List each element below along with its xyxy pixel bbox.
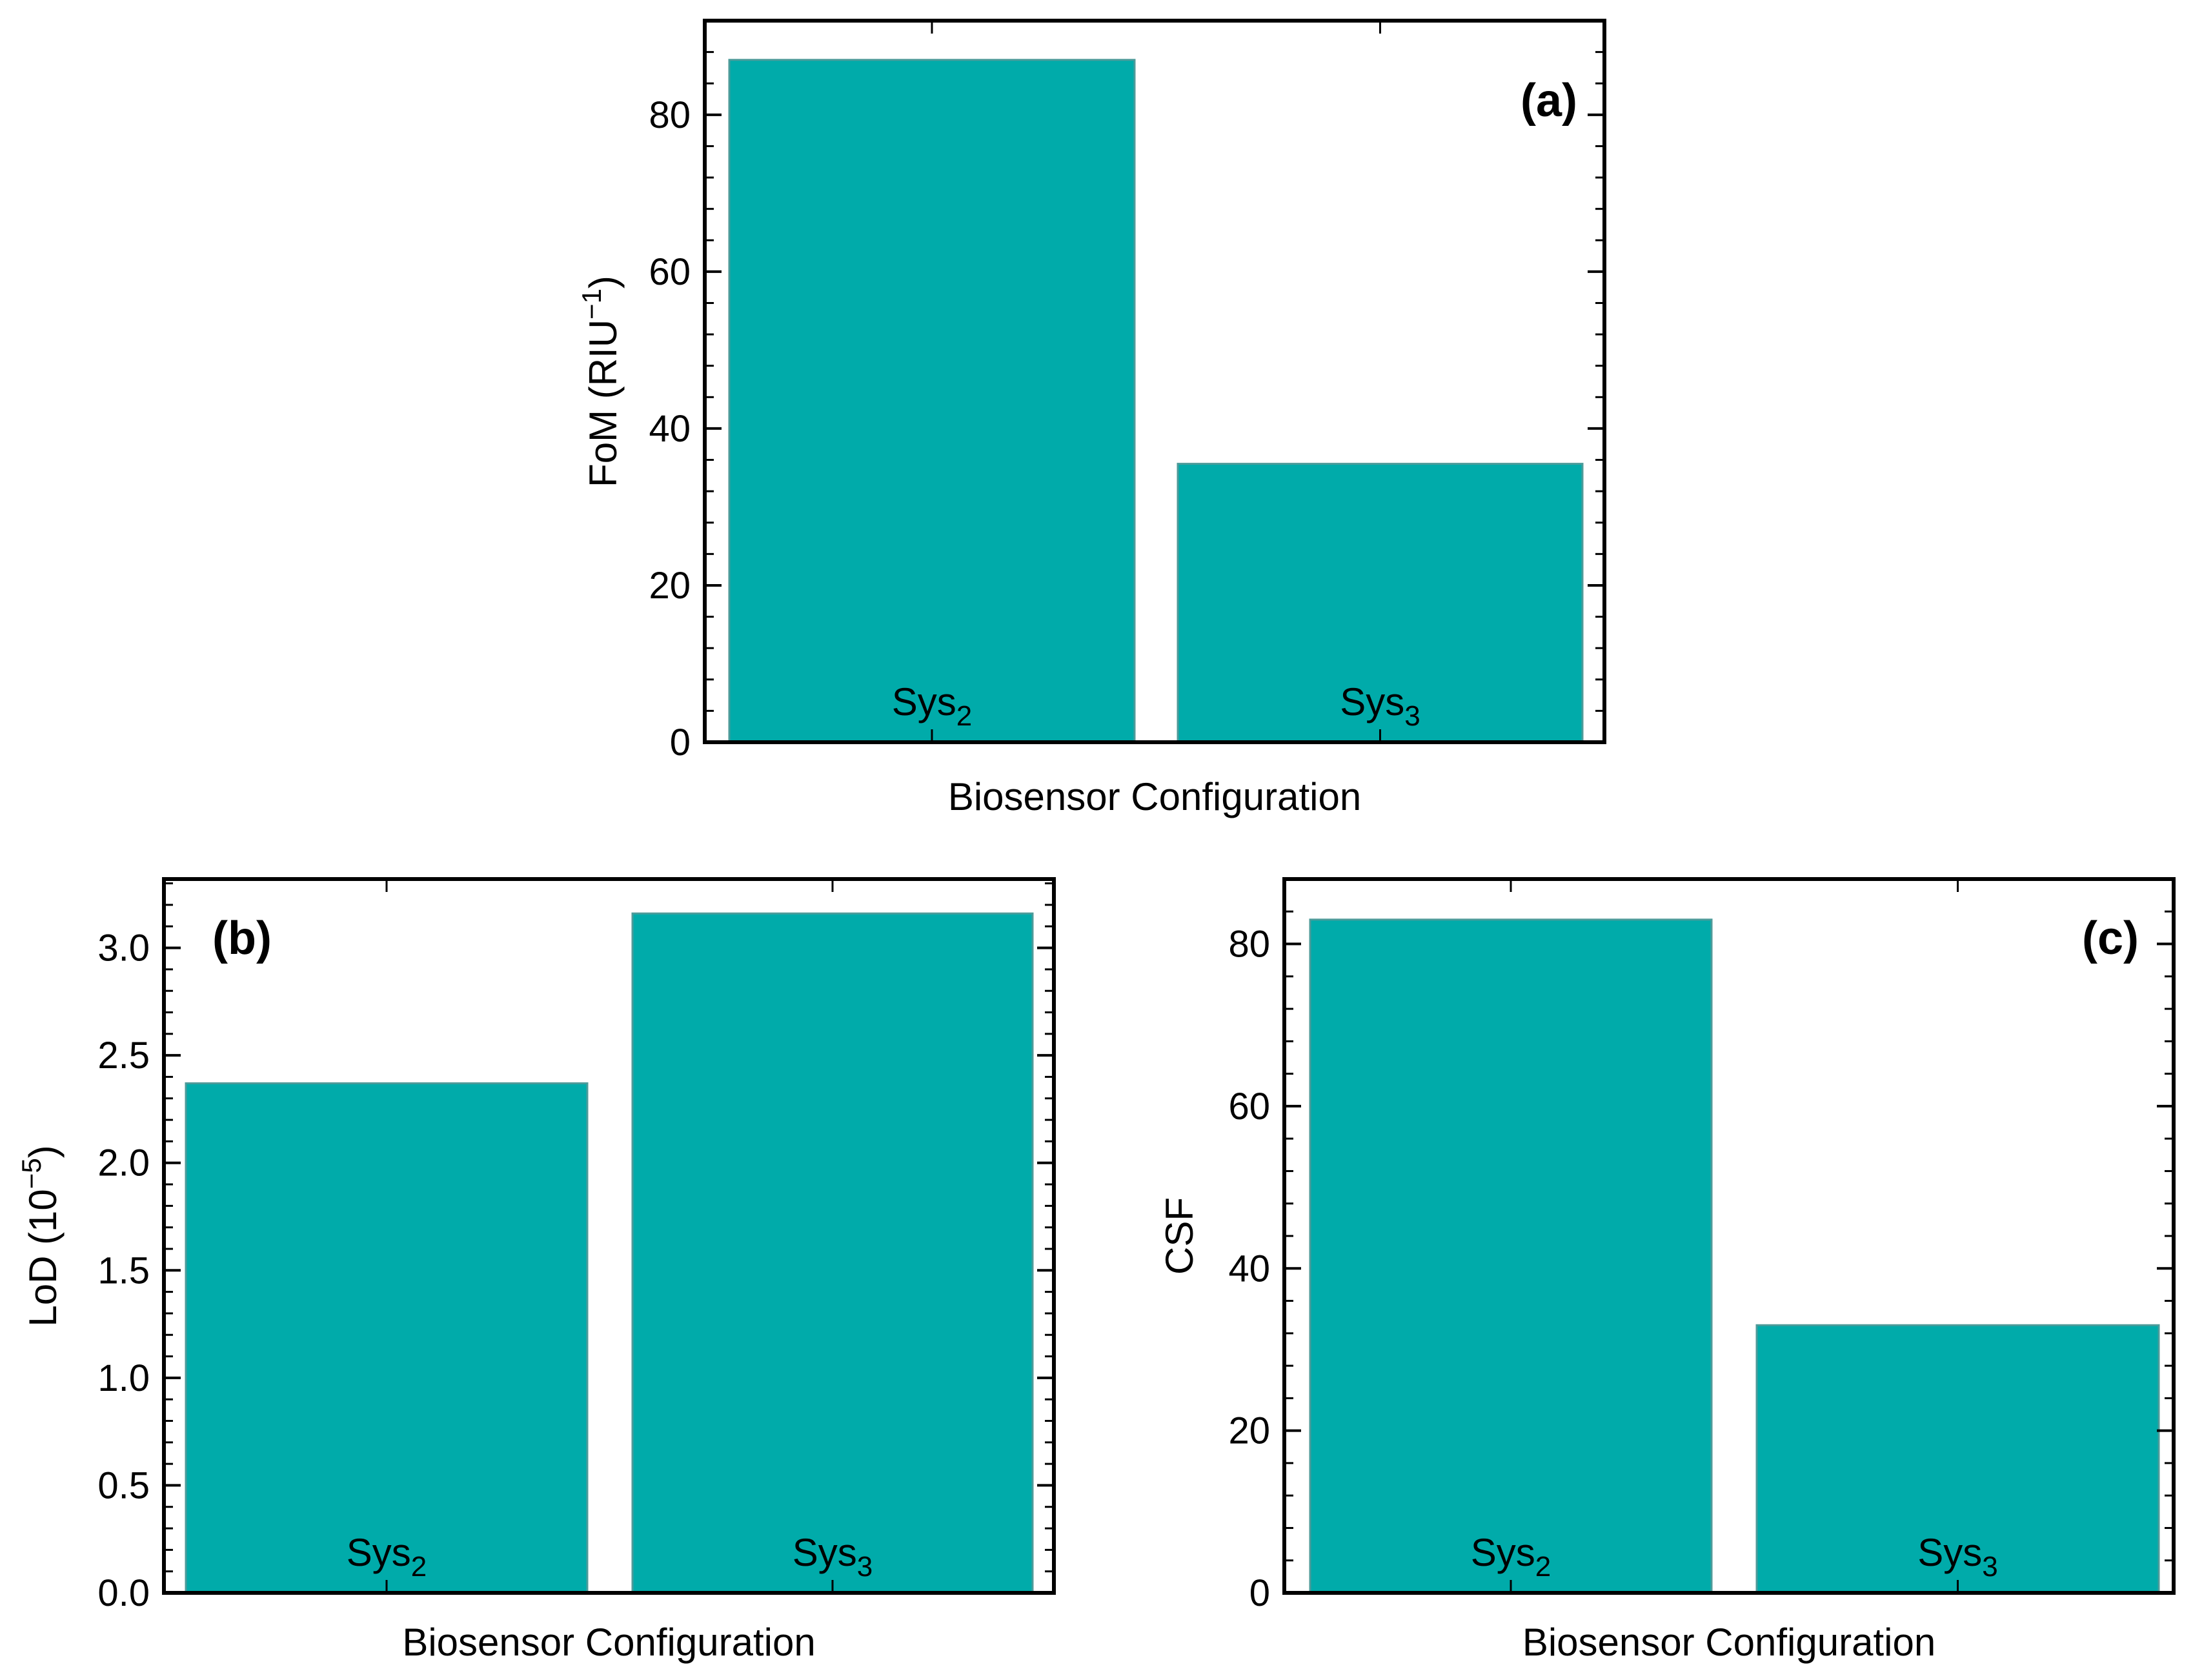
y-tick-label: 0.0 (97, 1572, 150, 1614)
y-tick-label: 60 (649, 251, 691, 293)
bar-sys3 (631, 912, 1034, 1594)
y-tick-label: 40 (1228, 1248, 1270, 1290)
y-tick-label: 2.5 (97, 1035, 150, 1077)
category-label: Sys2 (892, 680, 973, 732)
chart-panel-2: Sys2 Sys3 0.0 0.5 1.0 1.5 2.0 2.5 3.0 Biosensor C… (16, 877, 1056, 1664)
y-tick-label: 1.0 (97, 1357, 150, 1399)
category-label: Sys2 (347, 1531, 427, 1583)
chart-panel-1: Sys2 Sys3 0 20 40 60 80 Biosensor Configuration… (576, 19, 1606, 818)
bar-sys3 (1177, 463, 1584, 744)
bar-sys2 (185, 1082, 589, 1594)
bar-sys2 (728, 59, 1136, 744)
plot-frame (703, 19, 1606, 744)
y-tick-label: 20 (1228, 1410, 1270, 1452)
category-label: Sys3 (793, 1531, 873, 1583)
x-axis-label: Biosensor Configuration (1522, 1621, 1935, 1664)
category-label: Sys2 (1471, 1531, 1551, 1583)
panel-label: (a) (1521, 75, 1577, 127)
panel-label: (c) (2082, 913, 2139, 964)
bar-sys2 (1309, 918, 1713, 1594)
category-label: Sys3 (1340, 680, 1420, 732)
y-axis-label: CSF (1158, 1197, 1201, 1275)
chart-panel-3: Sys2 Sys3 0 20 40 60 80 Biosensor Configuration… (1158, 877, 2176, 1664)
y-tick-label: 0.5 (97, 1464, 150, 1506)
y-tick-label: 80 (1228, 924, 1270, 966)
y-tick-label: 60 (1228, 1086, 1270, 1128)
category-label: Sys3 (1917, 1531, 1998, 1583)
panel-label: (b) (212, 913, 272, 964)
y-tick-label: 0 (1249, 1572, 1270, 1614)
y-tick-label: 3.0 (97, 927, 150, 969)
y-tick-label: 0 (670, 722, 691, 764)
y-tick-label: 80 (649, 94, 691, 136)
x-axis-label: Biosensor Configuration (402, 1621, 815, 1664)
y-tick-label: 40 (649, 408, 691, 450)
plot-frame (162, 877, 1056, 1595)
x-axis-label: Biosensor Configuration (948, 775, 1361, 818)
y-tick-label: 2.0 (97, 1142, 150, 1184)
y-axis-label: FoM (RIU−1) (576, 276, 625, 487)
bar-sys3 (1755, 1324, 2160, 1594)
y-tick-label: 20 (649, 565, 691, 607)
y-tick-label: 1.5 (97, 1250, 150, 1291)
y-axis-label: LoD (10−5) (16, 1145, 65, 1326)
